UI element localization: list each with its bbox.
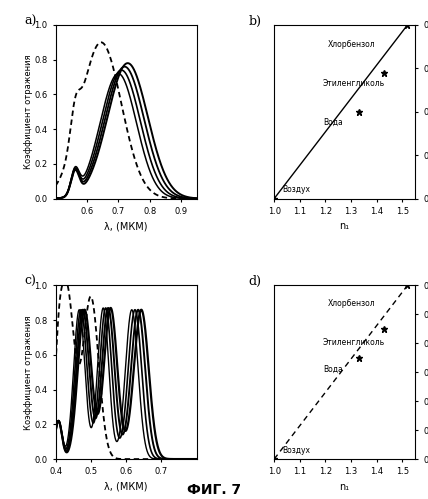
Text: c): c) [25,275,36,288]
Text: Этиленгликоль: Этиленгликоль [323,79,385,88]
Text: Вода: Вода [323,365,343,374]
Y-axis label: Коэффициент отражения: Коэффициент отражения [24,54,33,169]
Text: ФИГ. 7: ФИГ. 7 [187,483,241,497]
Text: Воздух: Воздух [282,446,310,455]
Text: Хлорбензол: Хлорбензол [328,39,376,48]
Text: d): d) [249,275,262,288]
Text: Этиленгликоль: Этиленгликоль [323,338,385,347]
X-axis label: λ, (МКМ): λ, (МКМ) [104,482,148,492]
Text: а): а) [25,14,37,27]
X-axis label: λ, (МКМ): λ, (МКМ) [104,222,148,232]
Text: Воздух: Воздух [282,186,310,195]
Y-axis label: Коэффициент отражения: Коэффициент отражения [24,315,33,430]
Text: Вода: Вода [323,118,343,127]
X-axis label: n₁: n₁ [339,222,350,232]
X-axis label: n₁: n₁ [339,482,350,492]
Text: Хлорбензол: Хлорбензол [328,299,376,308]
Text: b): b) [249,14,262,27]
